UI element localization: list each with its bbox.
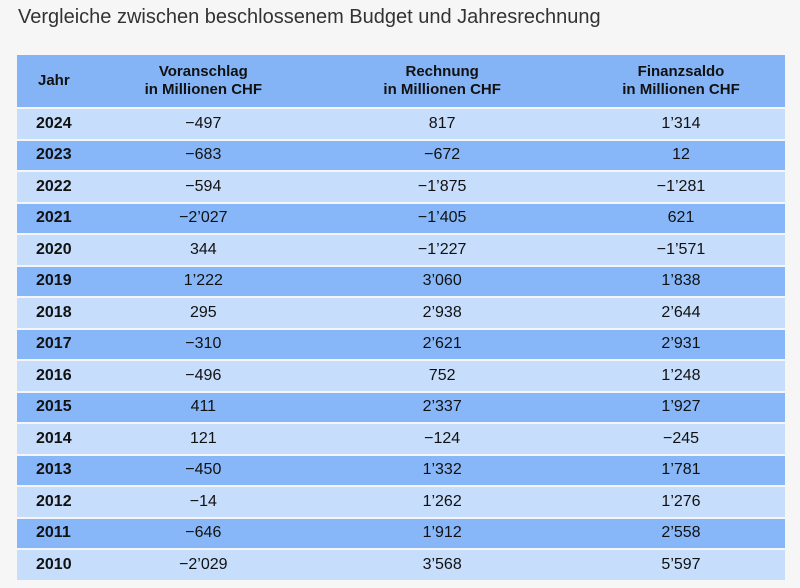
table-row: 2019 1’222 3’060 1’838 [17, 266, 785, 296]
table-row: 2023 −683 −672 12 [17, 140, 785, 170]
cell-voranschlag: −2’029 [99, 550, 308, 580]
cell-finanzsaldo: 2’931 [577, 329, 785, 359]
cell-finanzsaldo: −1’281 [577, 172, 785, 202]
header-line: Finanzsaldo [637, 63, 725, 80]
cell-year: 2023 [17, 140, 100, 170]
table-row: 2015 411 2’337 1’927 [17, 392, 785, 422]
cell-rechnung: 3’060 [307, 266, 578, 296]
table-row: 2013 −450 1’332 1’781 [17, 455, 785, 485]
cell-year: 2017 [17, 329, 100, 359]
cell-voranschlag: −2’027 [99, 203, 308, 233]
cell-rechnung: 1’912 [307, 518, 578, 548]
cell-finanzsaldo: −245 [577, 424, 785, 454]
cell-voranschlag: −497 [99, 109, 308, 139]
cell-finanzsaldo: 2’644 [577, 298, 785, 328]
cell-year: 2018 [17, 298, 100, 328]
table-row: 2016 −496 752 1’248 [17, 361, 785, 391]
table-row: 2011 −646 1’912 2’558 [17, 518, 785, 548]
cell-rechnung: 1’262 [307, 487, 578, 517]
cell-rechnung: −1’227 [307, 235, 578, 265]
page-title: Vergleiche zwischen beschlossenem Budget… [18, 6, 601, 28]
cell-year: 2011 [17, 518, 100, 548]
cell-year: 2021 [17, 203, 100, 233]
cell-voranschlag: −646 [99, 518, 308, 548]
header-line: Jahr [38, 72, 70, 89]
budget-comparison-table: Jahr Voranschlag in Millionen CHF Rechnun… [17, 53, 785, 582]
cell-voranschlag: −310 [99, 329, 308, 359]
cell-finanzsaldo: 1’314 [577, 109, 785, 139]
cell-voranschlag: 121 [99, 424, 308, 454]
cell-finanzsaldo: 1’838 [577, 266, 785, 296]
table-row: 2024 −497 817 1’314 [17, 109, 785, 139]
header-line: Rechnung [405, 63, 479, 80]
cell-rechnung: 2’621 [307, 329, 578, 359]
cell-year: 2022 [17, 172, 100, 202]
cell-rechnung: 3’568 [307, 550, 578, 580]
cell-finanzsaldo: 1’927 [577, 392, 785, 422]
cell-year: 2016 [17, 361, 100, 391]
cell-finanzsaldo: 5’597 [577, 550, 785, 580]
table-row: 2010 −2’029 3’568 5’597 [17, 550, 785, 580]
cell-voranschlag: 1’222 [99, 266, 308, 296]
header-line: Voranschlag [158, 63, 248, 80]
cell-finanzsaldo: 1’248 [577, 361, 785, 391]
cell-year: 2019 [17, 266, 100, 296]
cell-year: 2013 [17, 455, 100, 485]
cell-voranschlag: −450 [99, 455, 308, 485]
header-finanzsaldo: Finanzsaldo in Millionen CHF [577, 55, 785, 107]
cell-year: 2012 [17, 487, 100, 517]
cell-voranschlag: 295 [99, 298, 308, 328]
table-row: 2021 −2’027 −1’405 621 [17, 203, 785, 233]
cell-voranschlag: 344 [99, 235, 308, 265]
table-row: 2022 −594 −1’875 −1’281 [17, 172, 785, 202]
cell-year: 2024 [17, 109, 100, 139]
cell-finanzsaldo: 621 [577, 203, 785, 233]
cell-voranschlag: −14 [99, 487, 308, 517]
header-jahr: Jahr [17, 55, 100, 107]
cell-year: 2020 [17, 235, 100, 265]
header-voranschlag: Voranschlag in Millionen CHF [99, 55, 308, 107]
header-rechnung: Rechnung in Millionen CHF [307, 55, 578, 107]
cell-rechnung: −1’875 [307, 172, 578, 202]
header-unit: in Millionen CHF [383, 81, 501, 98]
cell-rechnung: 817 [307, 109, 578, 139]
cell-finanzsaldo: 1’781 [577, 455, 785, 485]
table-row: 2020 344 −1’227 −1’571 [17, 235, 785, 265]
table-row: 2018 295 2’938 2’644 [17, 298, 785, 328]
cell-rechnung: 2’337 [307, 392, 578, 422]
header-unit: in Millionen CHF [622, 81, 740, 98]
table-row: 2012 −14 1’262 1’276 [17, 487, 785, 517]
cell-year: 2014 [17, 424, 100, 454]
cell-year: 2010 [17, 550, 100, 580]
cell-finanzsaldo: 12 [577, 140, 785, 170]
cell-voranschlag: −594 [99, 172, 308, 202]
cell-rechnung: 2’938 [307, 298, 578, 328]
cell-finanzsaldo: −1’571 [577, 235, 785, 265]
cell-voranschlag: −496 [99, 361, 308, 391]
cell-year: 2015 [17, 392, 100, 422]
cell-rechnung: 1’332 [307, 455, 578, 485]
table-header-row: Jahr Voranschlag in Millionen CHF Rechnun… [17, 55, 785, 107]
cell-rechnung: −124 [307, 424, 578, 454]
table-row: 2017 −310 2’621 2’931 [17, 329, 785, 359]
cell-rechnung: −1’405 [307, 203, 578, 233]
cell-voranschlag: −683 [99, 140, 308, 170]
cell-rechnung: −672 [307, 140, 578, 170]
cell-voranschlag: 411 [99, 392, 308, 422]
cell-finanzsaldo: 1’276 [577, 487, 785, 517]
cell-finanzsaldo: 2’558 [577, 518, 785, 548]
cell-rechnung: 752 [307, 361, 578, 391]
header-unit: in Millionen CHF [144, 81, 263, 98]
table-row: 2014 121 −124 −245 [17, 424, 785, 454]
